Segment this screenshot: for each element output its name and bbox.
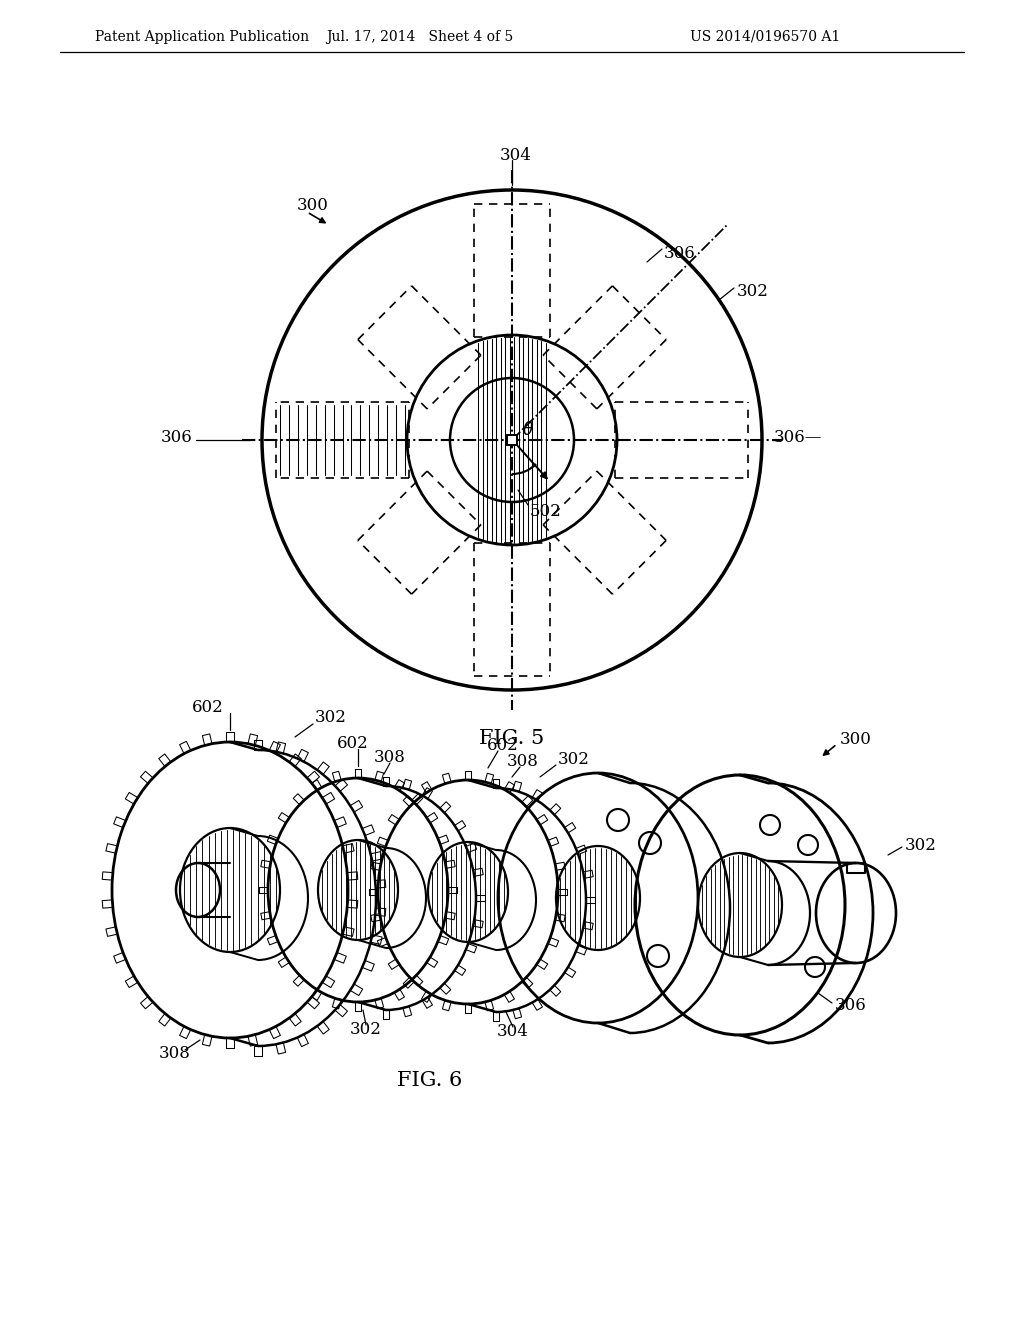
Text: 302: 302: [315, 710, 347, 726]
Text: 304: 304: [500, 147, 531, 164]
Text: 306: 306: [835, 997, 866, 1014]
Text: 300: 300: [297, 197, 329, 214]
Text: 302: 302: [905, 837, 937, 854]
Text: 308: 308: [159, 1044, 190, 1061]
Text: 306: 306: [664, 244, 695, 261]
Text: US 2014/0196570 A1: US 2014/0196570 A1: [690, 30, 841, 44]
Text: FIG. 6: FIG. 6: [397, 1071, 463, 1089]
Text: 300: 300: [840, 731, 871, 748]
Text: 302: 302: [350, 1022, 382, 1039]
Text: 502: 502: [530, 503, 562, 520]
Text: 602: 602: [487, 738, 519, 755]
Text: 304: 304: [497, 1023, 529, 1040]
Text: $\theta$: $\theta$: [522, 421, 534, 440]
Text: FIG. 5: FIG. 5: [479, 729, 545, 747]
Text: 302: 302: [737, 284, 769, 301]
Text: Jul. 17, 2014   Sheet 4 of 5: Jul. 17, 2014 Sheet 4 of 5: [327, 30, 514, 44]
Bar: [507, 436, 517, 445]
Text: 308: 308: [507, 754, 539, 771]
Text: 602: 602: [337, 735, 369, 752]
Text: Patent Application Publication: Patent Application Publication: [95, 30, 309, 44]
Text: 306: 306: [160, 429, 193, 446]
Text: 308: 308: [374, 750, 406, 767]
Text: 602: 602: [193, 700, 224, 717]
Text: 306—: 306—: [774, 429, 822, 446]
Text: 302: 302: [558, 751, 590, 768]
